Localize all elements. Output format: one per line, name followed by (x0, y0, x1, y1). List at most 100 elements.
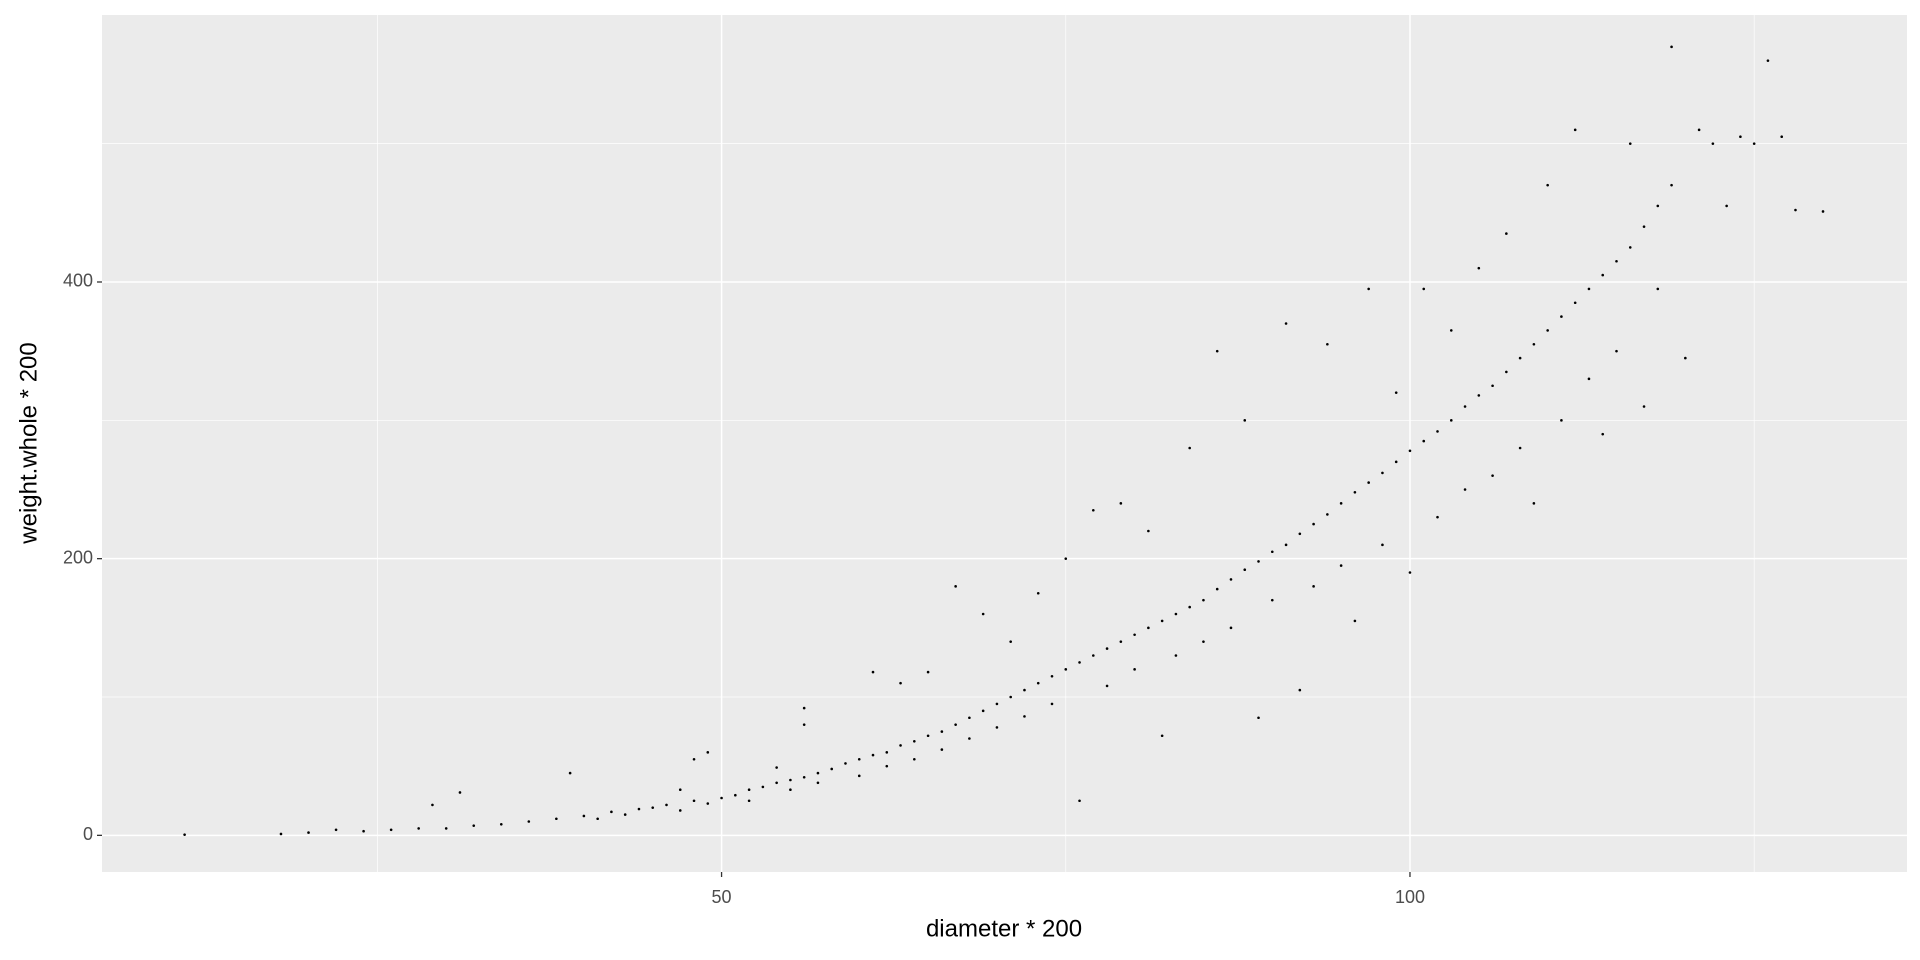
point (734, 793, 737, 797)
point (1367, 481, 1370, 484)
point (637, 807, 641, 811)
point (968, 716, 971, 720)
point (1449, 419, 1453, 422)
point (1794, 208, 1797, 212)
point (1601, 432, 1605, 436)
point (871, 670, 875, 674)
x-tick-label: 50 (712, 887, 732, 907)
point (857, 774, 861, 778)
point (1092, 508, 1095, 512)
point (720, 796, 723, 800)
point (665, 803, 668, 807)
point (885, 751, 889, 754)
point (706, 751, 710, 754)
point (1050, 674, 1054, 678)
point (844, 762, 847, 765)
point (1408, 449, 1412, 453)
point (1009, 695, 1012, 699)
point (706, 802, 710, 805)
point (1780, 135, 1784, 139)
point (1381, 471, 1384, 475)
point (431, 803, 434, 807)
point (527, 820, 531, 823)
point (954, 723, 957, 726)
point (789, 788, 792, 791)
point (1518, 356, 1522, 360)
point (1188, 605, 1191, 609)
point (1546, 183, 1549, 187)
point (334, 828, 338, 832)
point (1477, 394, 1481, 397)
point (1160, 619, 1164, 623)
point (1532, 502, 1536, 505)
plot-panel (102, 15, 1907, 872)
point (678, 809, 682, 812)
point (747, 799, 751, 803)
point (1697, 128, 1701, 132)
point (692, 799, 696, 803)
point (1270, 598, 1274, 602)
point (1518, 446, 1522, 450)
point (555, 817, 558, 821)
grid (102, 15, 1907, 872)
point (1560, 419, 1563, 422)
point (1326, 513, 1329, 516)
point (1587, 377, 1591, 381)
point (802, 775, 806, 779)
point (1477, 266, 1481, 270)
point (926, 670, 930, 674)
point (568, 771, 572, 775)
point (1326, 342, 1329, 346)
point (1436, 515, 1439, 519)
point (1105, 684, 1109, 688)
point (1615, 259, 1618, 263)
point (857, 757, 861, 761)
point (610, 810, 613, 814)
point (775, 766, 778, 769)
point (1312, 522, 1315, 526)
point (1257, 560, 1260, 563)
point (995, 726, 999, 729)
point (1036, 681, 1040, 685)
point (1739, 135, 1742, 139)
point (1752, 142, 1756, 145)
point (1202, 640, 1205, 643)
point (968, 737, 971, 740)
point (981, 612, 985, 616)
point (389, 828, 393, 832)
point (1628, 142, 1632, 145)
y-axis-title: weight.whole * 200 (15, 342, 42, 544)
point (499, 822, 503, 826)
point (1036, 591, 1040, 595)
point (1133, 633, 1136, 637)
point (940, 748, 944, 751)
point (1422, 439, 1426, 443)
point (1642, 225, 1646, 228)
point (1229, 578, 1233, 581)
point (1408, 571, 1412, 574)
point (692, 757, 696, 761)
point (417, 827, 420, 830)
point (1587, 287, 1591, 291)
point (444, 827, 448, 830)
point (1463, 405, 1467, 408)
point (1147, 626, 1150, 630)
point (1133, 668, 1136, 671)
point (1298, 688, 1302, 692)
point (1050, 702, 1054, 706)
point (761, 785, 765, 789)
point (1202, 598, 1205, 602)
point (981, 709, 985, 713)
point (1188, 446, 1191, 450)
point (1353, 490, 1357, 494)
point (596, 817, 599, 821)
x-tick-label: 100 (1395, 887, 1425, 907)
point (1174, 654, 1178, 657)
point (954, 585, 957, 588)
point (802, 706, 806, 710)
point (307, 831, 310, 834)
point (1023, 688, 1026, 692)
point (1119, 502, 1123, 505)
